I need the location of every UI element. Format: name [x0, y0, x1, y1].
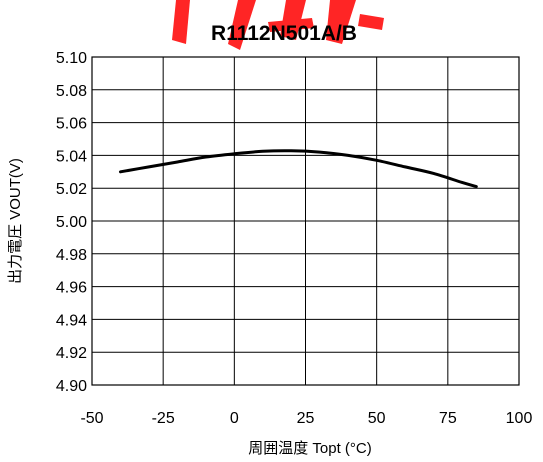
- y-tick-label: 5.02: [56, 181, 87, 198]
- y-tick-label: 5.04: [56, 148, 87, 165]
- y-tick-label: 4.96: [56, 280, 87, 297]
- x-tick-label: 25: [297, 410, 315, 427]
- x-tick-label: 100: [506, 410, 533, 427]
- chart-title: R1112N501A/B: [211, 22, 357, 45]
- x-tick-label: -25: [152, 410, 175, 427]
- x-axis-label: 周囲温度 Topt (°C): [248, 440, 372, 457]
- x-tick-label: -50: [80, 410, 103, 427]
- series-line: [118, 149, 478, 189]
- y-tick-label: 5.06: [56, 116, 87, 133]
- y-axis-ticks: 5.10 5.08 5.06 5.04 5.02 5.00 4.98 4.96 4.94 4.92…: [56, 50, 87, 395]
- y-tick-label: 4.90: [56, 378, 87, 395]
- y-tick-label: 4.94: [56, 312, 87, 329]
- series: [118, 149, 478, 189]
- y-tick-label: 5.10: [56, 50, 87, 67]
- y-axis-label: 出力電圧 VOUT(V): [7, 158, 24, 284]
- y-tick-label: 4.98: [56, 247, 87, 264]
- x-tick-label: 50: [368, 410, 386, 427]
- y-tick-label: 4.92: [56, 345, 87, 362]
- watermark-strokes: [172, 0, 384, 50]
- x-tick-label: 0: [230, 410, 239, 427]
- y-tick-label: 5.00: [56, 214, 87, 231]
- plot-frame: [91, 56, 520, 386]
- y-tick-label: 5.08: [56, 83, 87, 100]
- x-tick-label: 75: [439, 410, 457, 427]
- x-axis-ticks: -50 -25 0 25 50 75 100: [80, 410, 532, 427]
